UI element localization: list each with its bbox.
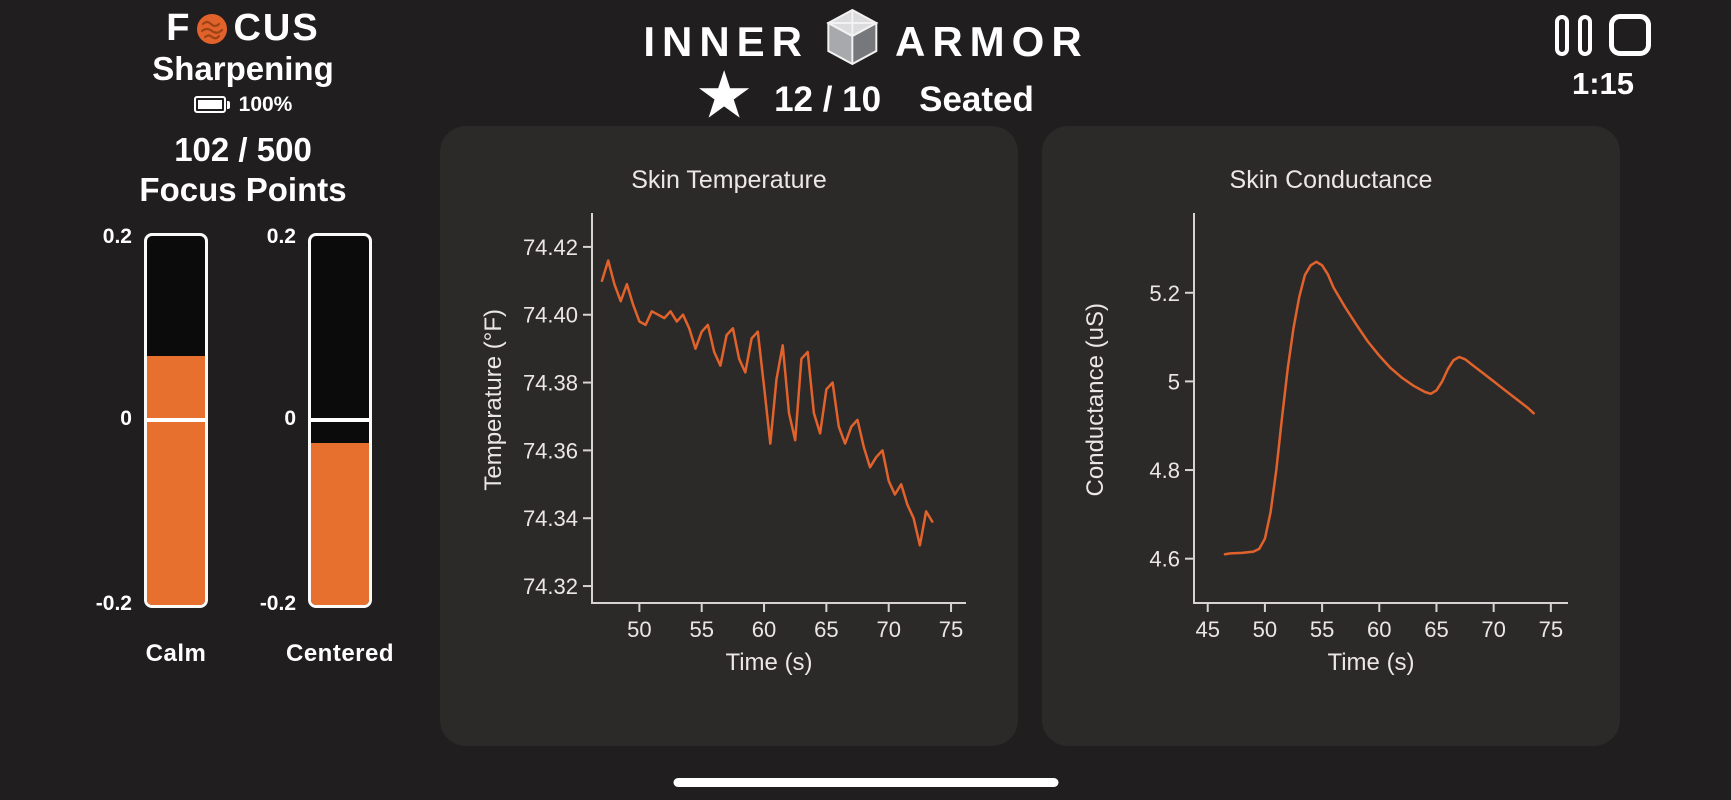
skin-conductance-panel: Skin Conductance Conductance (uS) 45 50 55… xyxy=(1042,126,1620,746)
svg-text:74.32: 74.32 xyxy=(523,574,578,599)
svg-text:75: 75 xyxy=(939,617,963,642)
gauge-scale-top: 0.2 xyxy=(266,224,296,248)
svg-text:45: 45 xyxy=(1195,617,1219,642)
gauge-body: 0.2 0 -0.2 xyxy=(260,225,372,615)
battery-icon xyxy=(193,96,230,114)
chart-row: Conductance (uS) 45 50 55 60 65 70 75 4.6 4.8 5 5.… xyxy=(1042,197,1620,649)
svg-text:75: 75 xyxy=(1539,617,1563,642)
focus-brand-suffix: CUS xyxy=(233,7,320,49)
focus-brand-prefix: F xyxy=(166,7,192,49)
chart-x-axis-label: Time (s) xyxy=(725,649,813,676)
gauges: 0.2 0 -0.2 Calm 0.2 0 -0.2 xyxy=(92,225,395,668)
gauge-body: 0.2 0 -0.2 xyxy=(96,225,208,615)
chart-row: Temperature (°F) 50 55 60 65 70 75 74.32 74.34 7… xyxy=(440,197,1018,649)
gauge-zero-line xyxy=(146,418,205,423)
pause-icon xyxy=(1555,14,1569,56)
svg-text:74.36: 74.36 xyxy=(523,438,578,463)
battery-status: 100% xyxy=(193,92,293,117)
chart-title: Skin Conductance xyxy=(1229,166,1433,194)
inner-armor-brand: INNER ARMOR xyxy=(643,8,1088,75)
svg-text:5.2: 5.2 xyxy=(1149,281,1180,306)
gauge-zero-line xyxy=(311,418,369,423)
star-icon: ★ xyxy=(698,63,751,129)
chart-y-axis-label: Conductance (uS) xyxy=(1082,303,1109,497)
gauge-fill xyxy=(146,355,205,605)
brand-subtitle: Sharpening xyxy=(152,49,334,87)
gauge-centered: 0.2 0 -0.2 Centered xyxy=(260,225,395,668)
chart-y-axis-label: Temperature (°F) xyxy=(480,309,507,491)
pause-button[interactable] xyxy=(1555,14,1592,56)
svg-text:70: 70 xyxy=(876,617,900,642)
svg-text:4.8: 4.8 xyxy=(1149,458,1180,483)
focus-points-label: Focus Points xyxy=(139,170,347,208)
gauge-calm: 0.2 0 -0.2 Calm xyxy=(96,225,208,668)
score-value: 12 / 10 xyxy=(774,80,882,120)
svg-text:74.38: 74.38 xyxy=(523,371,578,396)
svg-text:4.6: 4.6 xyxy=(1149,547,1180,572)
session-timer: 1:15 xyxy=(1571,66,1635,101)
gauge-label-calm: Calm xyxy=(145,639,207,667)
svg-text:65: 65 xyxy=(1424,617,1448,642)
gauge-label-centered: Centered xyxy=(285,639,395,667)
svg-text:55: 55 xyxy=(689,617,713,642)
chart-x-axis-label: Time (s) xyxy=(1327,649,1415,676)
gauge-scale-bottom: -0.2 xyxy=(259,591,296,615)
pause-icon xyxy=(1578,14,1592,56)
gauge-scale-mid: 0 xyxy=(284,407,296,431)
gauge-scale-mid: 0 xyxy=(120,407,132,431)
svg-text:74.42: 74.42 xyxy=(523,235,578,260)
focus-points-value: 102 / 500 xyxy=(174,130,312,168)
chart-panels: Skin Temperature Temperature (°F) 50 55 60… xyxy=(440,126,1620,746)
skin-conductance-chart: 45 50 55 60 65 70 75 4.6 4.8 5 5.2 xyxy=(1149,213,1568,642)
svg-text:74.34: 74.34 xyxy=(523,506,578,531)
control-icons xyxy=(1555,14,1651,56)
session-controls: 1:15 xyxy=(1555,14,1651,102)
brain-icon xyxy=(195,12,229,46)
svg-text:50: 50 xyxy=(627,617,651,642)
chart-title: Skin Temperature xyxy=(631,166,827,194)
gauge-bar xyxy=(143,232,208,608)
brand-word-armor: ARMOR xyxy=(895,17,1089,65)
cube-logo-icon xyxy=(825,8,879,75)
svg-text:50: 50 xyxy=(1253,617,1277,642)
gauge-fill xyxy=(311,443,369,605)
svg-text:60: 60 xyxy=(752,617,776,642)
svg-text:5: 5 xyxy=(1168,369,1180,394)
header-center: INNER ARMOR ★ 12 / 10 Seated xyxy=(643,8,1088,125)
svg-text:65: 65 xyxy=(814,617,838,642)
focus-brand: F CUS xyxy=(166,7,320,50)
home-indicator[interactable] xyxy=(673,778,1058,787)
skin-temperature-chart: 50 55 60 65 70 75 74.32 74.34 74.36 74.38 74.40 74.… xyxy=(523,213,966,642)
session-score-row: ★ 12 / 10 Seated xyxy=(698,67,1034,125)
gauge-scale-bottom: -0.2 xyxy=(95,591,132,615)
left-sidebar: F CUS Sharpening 100% 102 / 500 Focus Po… xyxy=(28,7,458,668)
posture-label: Seated xyxy=(919,80,1034,120)
svg-text:55: 55 xyxy=(1310,617,1334,642)
gauge-bar xyxy=(308,232,372,608)
brand-word-inner: INNER xyxy=(643,17,810,65)
svg-text:70: 70 xyxy=(1481,617,1505,642)
stop-button[interactable] xyxy=(1609,14,1651,56)
gauge-scale-top: 0.2 xyxy=(102,224,132,248)
svg-text:74.40: 74.40 xyxy=(523,303,578,328)
skin-temperature-panel: Skin Temperature Temperature (°F) 50 55 60… xyxy=(440,126,1018,746)
svg-text:60: 60 xyxy=(1367,617,1391,642)
battery-percent: 100% xyxy=(238,92,293,116)
